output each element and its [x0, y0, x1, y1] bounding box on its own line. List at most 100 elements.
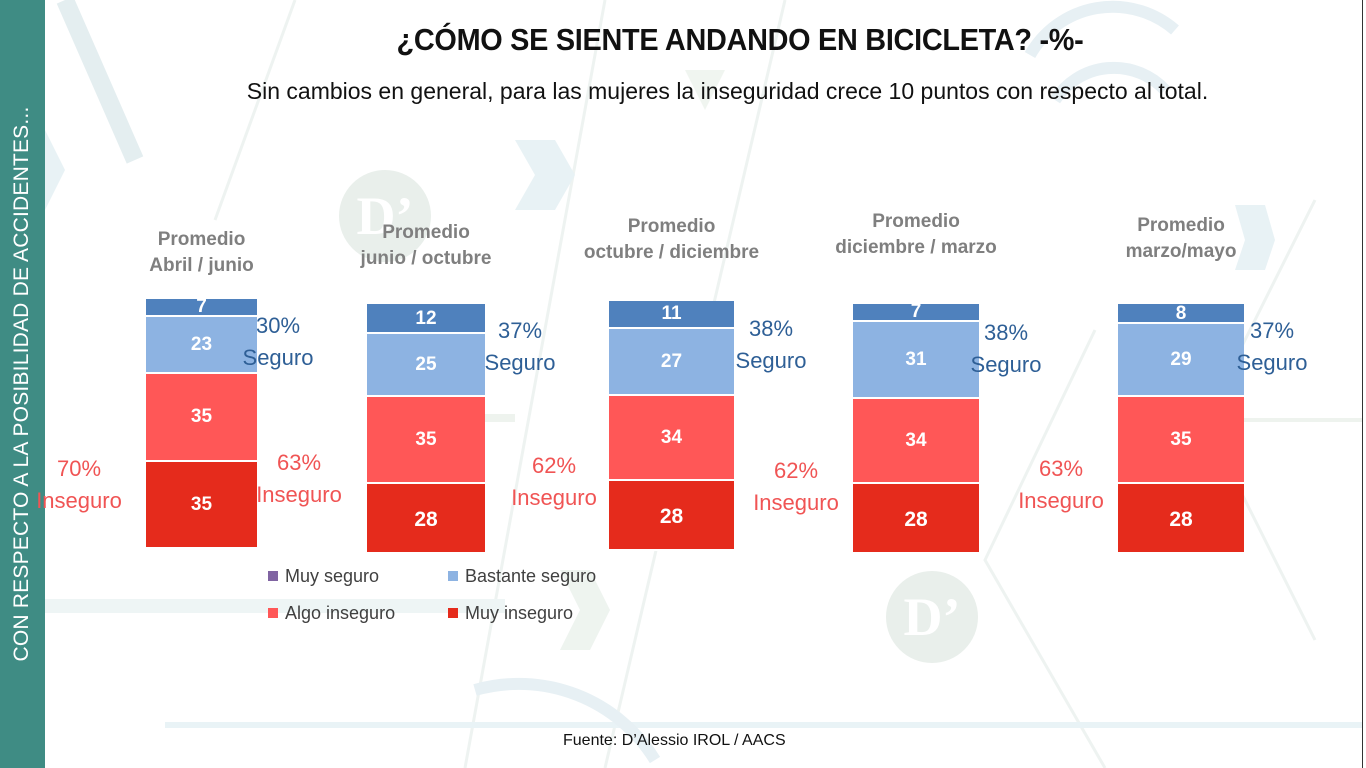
- data-label: 31: [905, 348, 927, 370]
- category-label: Promedio Abril / junio: [92, 227, 312, 279]
- seguro-total-annotation: 38% Seguro: [951, 317, 1061, 381]
- inseguro-total-label: Inseguro: [1018, 488, 1104, 513]
- segment-muy-inseguro: 28: [853, 484, 979, 554]
- stacked-bar: 7 31 34 28: [853, 301, 979, 554]
- data-label: 8: [1175, 302, 1187, 324]
- category-label-line1: Promedio: [1137, 215, 1225, 236]
- seguro-total-label: Seguro: [735, 348, 807, 373]
- data-label: 35: [415, 428, 437, 450]
- category-label-line1: Promedio: [382, 222, 470, 243]
- data-label: 35: [190, 493, 213, 515]
- inseguro-total-value: 70%: [56, 456, 102, 481]
- chart-title: ¿CÓMO SE SIENTE ANDANDO EN BICICLETA? -%…: [396, 22, 1084, 57]
- seguro-total-annotation: 37% Seguro: [465, 315, 575, 379]
- chart-subtitle: Sin cambios en general, para las mujeres…: [246, 78, 1209, 104]
- seguro-total-annotation: 37% Seguro: [1217, 315, 1327, 379]
- seguro-total-label: Seguro: [242, 345, 314, 370]
- category-label-line2: octubre / diciembre: [583, 242, 760, 263]
- category-label-line2: Abril / junio: [149, 255, 254, 276]
- legend-item-muy-seguro: Muy seguro: [268, 566, 379, 587]
- data-label: 35: [190, 406, 213, 428]
- segment-bastante-seguro: 27: [609, 328, 734, 396]
- data-label: 28: [1169, 507, 1193, 531]
- inseguro-total-annotation: 62% Inseguro: [499, 450, 609, 514]
- data-label: 11: [661, 303, 682, 325]
- seguro-total-label: Seguro: [970, 352, 1042, 377]
- inseguro-total-label: Inseguro: [36, 488, 122, 513]
- stacked-bar: 12 25 35 28: [367, 304, 485, 554]
- legend-item-muy-inseguro: Muy inseguro: [448, 603, 573, 624]
- inseguro-total-label: Inseguro: [511, 485, 597, 510]
- segment-bastante-seguro: 31: [853, 321, 979, 399]
- segment-muy-inseguro: 28: [367, 484, 485, 554]
- segment-muy-seguro: 12: [367, 304, 485, 334]
- stacked-bar: 7 23 35 35: [146, 296, 257, 549]
- segment-algo-inseguro: 34: [609, 396, 734, 481]
- right-border-line: [1362, 0, 1363, 768]
- segment-algo-inseguro: 35: [146, 374, 257, 462]
- segment-bastante-seguro: 23: [146, 316, 257, 374]
- seguro-total-label: Seguro: [1236, 350, 1308, 375]
- legend-item-bastante-seguro: Bastante seguro: [448, 566, 596, 587]
- data-label: 23: [190, 333, 213, 355]
- category-label: Promedio diciembre / marzo: [806, 209, 1026, 261]
- stacked-bar: 8 29 35 28: [1118, 302, 1244, 554]
- data-label: 27: [660, 350, 683, 372]
- data-label: 34: [905, 430, 927, 451]
- category-label-line1: Promedio: [627, 216, 716, 237]
- watermark-logo: D’: [904, 587, 961, 647]
- seguro-total-annotation: 30% Seguro: [223, 310, 333, 374]
- chart-legend: Muy seguro Bastante seguro Algo inseguro…: [268, 566, 628, 636]
- stacked-bar: 11 27 34 28: [609, 301, 734, 551]
- data-label: 34: [660, 427, 683, 448]
- seguro-total-annotation: 38% Seguro: [716, 313, 826, 377]
- legend-label: Algo inseguro: [285, 603, 396, 623]
- segment-muy-inseguro: 28: [1118, 484, 1244, 554]
- segment-algo-inseguro: 34: [853, 399, 979, 484]
- category-label-line2: junio / octubre: [360, 248, 492, 269]
- category-label: Promedio octubre / diciembre: [562, 214, 782, 266]
- segment-muy-seguro: 7: [146, 296, 257, 318]
- data-label: 7: [910, 301, 922, 323]
- data-label: 28: [659, 504, 684, 528]
- inseguro-total-annotation: 63% Inseguro: [244, 447, 354, 511]
- legend-label: Muy inseguro: [465, 603, 574, 623]
- data-label: 28: [414, 507, 438, 531]
- seguro-total-value: 38%: [983, 320, 1029, 345]
- category-label-line2: marzo/mayo: [1125, 241, 1237, 262]
- category-label-line1: Promedio: [872, 211, 960, 232]
- legend-swatch: [448, 608, 458, 618]
- inseguro-total-annotation: 62% Inseguro: [741, 455, 851, 519]
- segment-algo-inseguro: 35: [367, 396, 485, 484]
- inseguro-total-annotation: 63% Inseguro: [1006, 453, 1116, 517]
- data-label: 12: [415, 307, 437, 329]
- category-label: Promedio marzo/mayo: [1071, 213, 1291, 265]
- segment-muy-inseguro: 28: [609, 481, 734, 551]
- legend-label: Bastante seguro: [465, 566, 597, 586]
- sidebar-band: CON RESPECTO A LA POSIBILIDAD DE ACCIDEN…: [0, 0, 45, 768]
- category-label: Promedio junio / octubre: [316, 220, 536, 272]
- data-label: 7: [196, 296, 207, 318]
- inseguro-total-value: 63%: [1038, 456, 1084, 481]
- category-label-line2: diciembre / marzo: [835, 237, 997, 258]
- segment-muy-inseguro: 35: [146, 461, 257, 549]
- data-label: 28: [904, 507, 928, 531]
- category-label-line1: Promedio: [157, 229, 246, 250]
- segment-bastante-seguro: 29: [1118, 324, 1244, 397]
- legend-swatch: [448, 571, 458, 581]
- data-label: 35: [1170, 428, 1192, 450]
- inseguro-total-annotation: 70% Inseguro: [24, 453, 134, 517]
- segment-muy-seguro: 8: [1118, 302, 1244, 324]
- legend-swatch: [268, 571, 278, 581]
- inseguro-total-label: Inseguro: [753, 490, 839, 515]
- watermark-logo: D’: [357, 186, 414, 246]
- segment-algo-inseguro: 35: [1118, 396, 1244, 484]
- data-label: 29: [1170, 348, 1192, 370]
- segment-muy-seguro: 11: [609, 301, 734, 329]
- sidebar-caption: CON RESPECTO A LA POSIBILIDAD DE ACCIDEN…: [10, 106, 33, 662]
- data-label: 25: [415, 353, 437, 375]
- legend-item-algo-inseguro: Algo inseguro: [268, 603, 395, 624]
- segment-bastante-seguro: 25: [367, 334, 485, 397]
- seguro-total-value: 38%: [748, 316, 794, 341]
- seguro-total-value: 37%: [497, 318, 543, 343]
